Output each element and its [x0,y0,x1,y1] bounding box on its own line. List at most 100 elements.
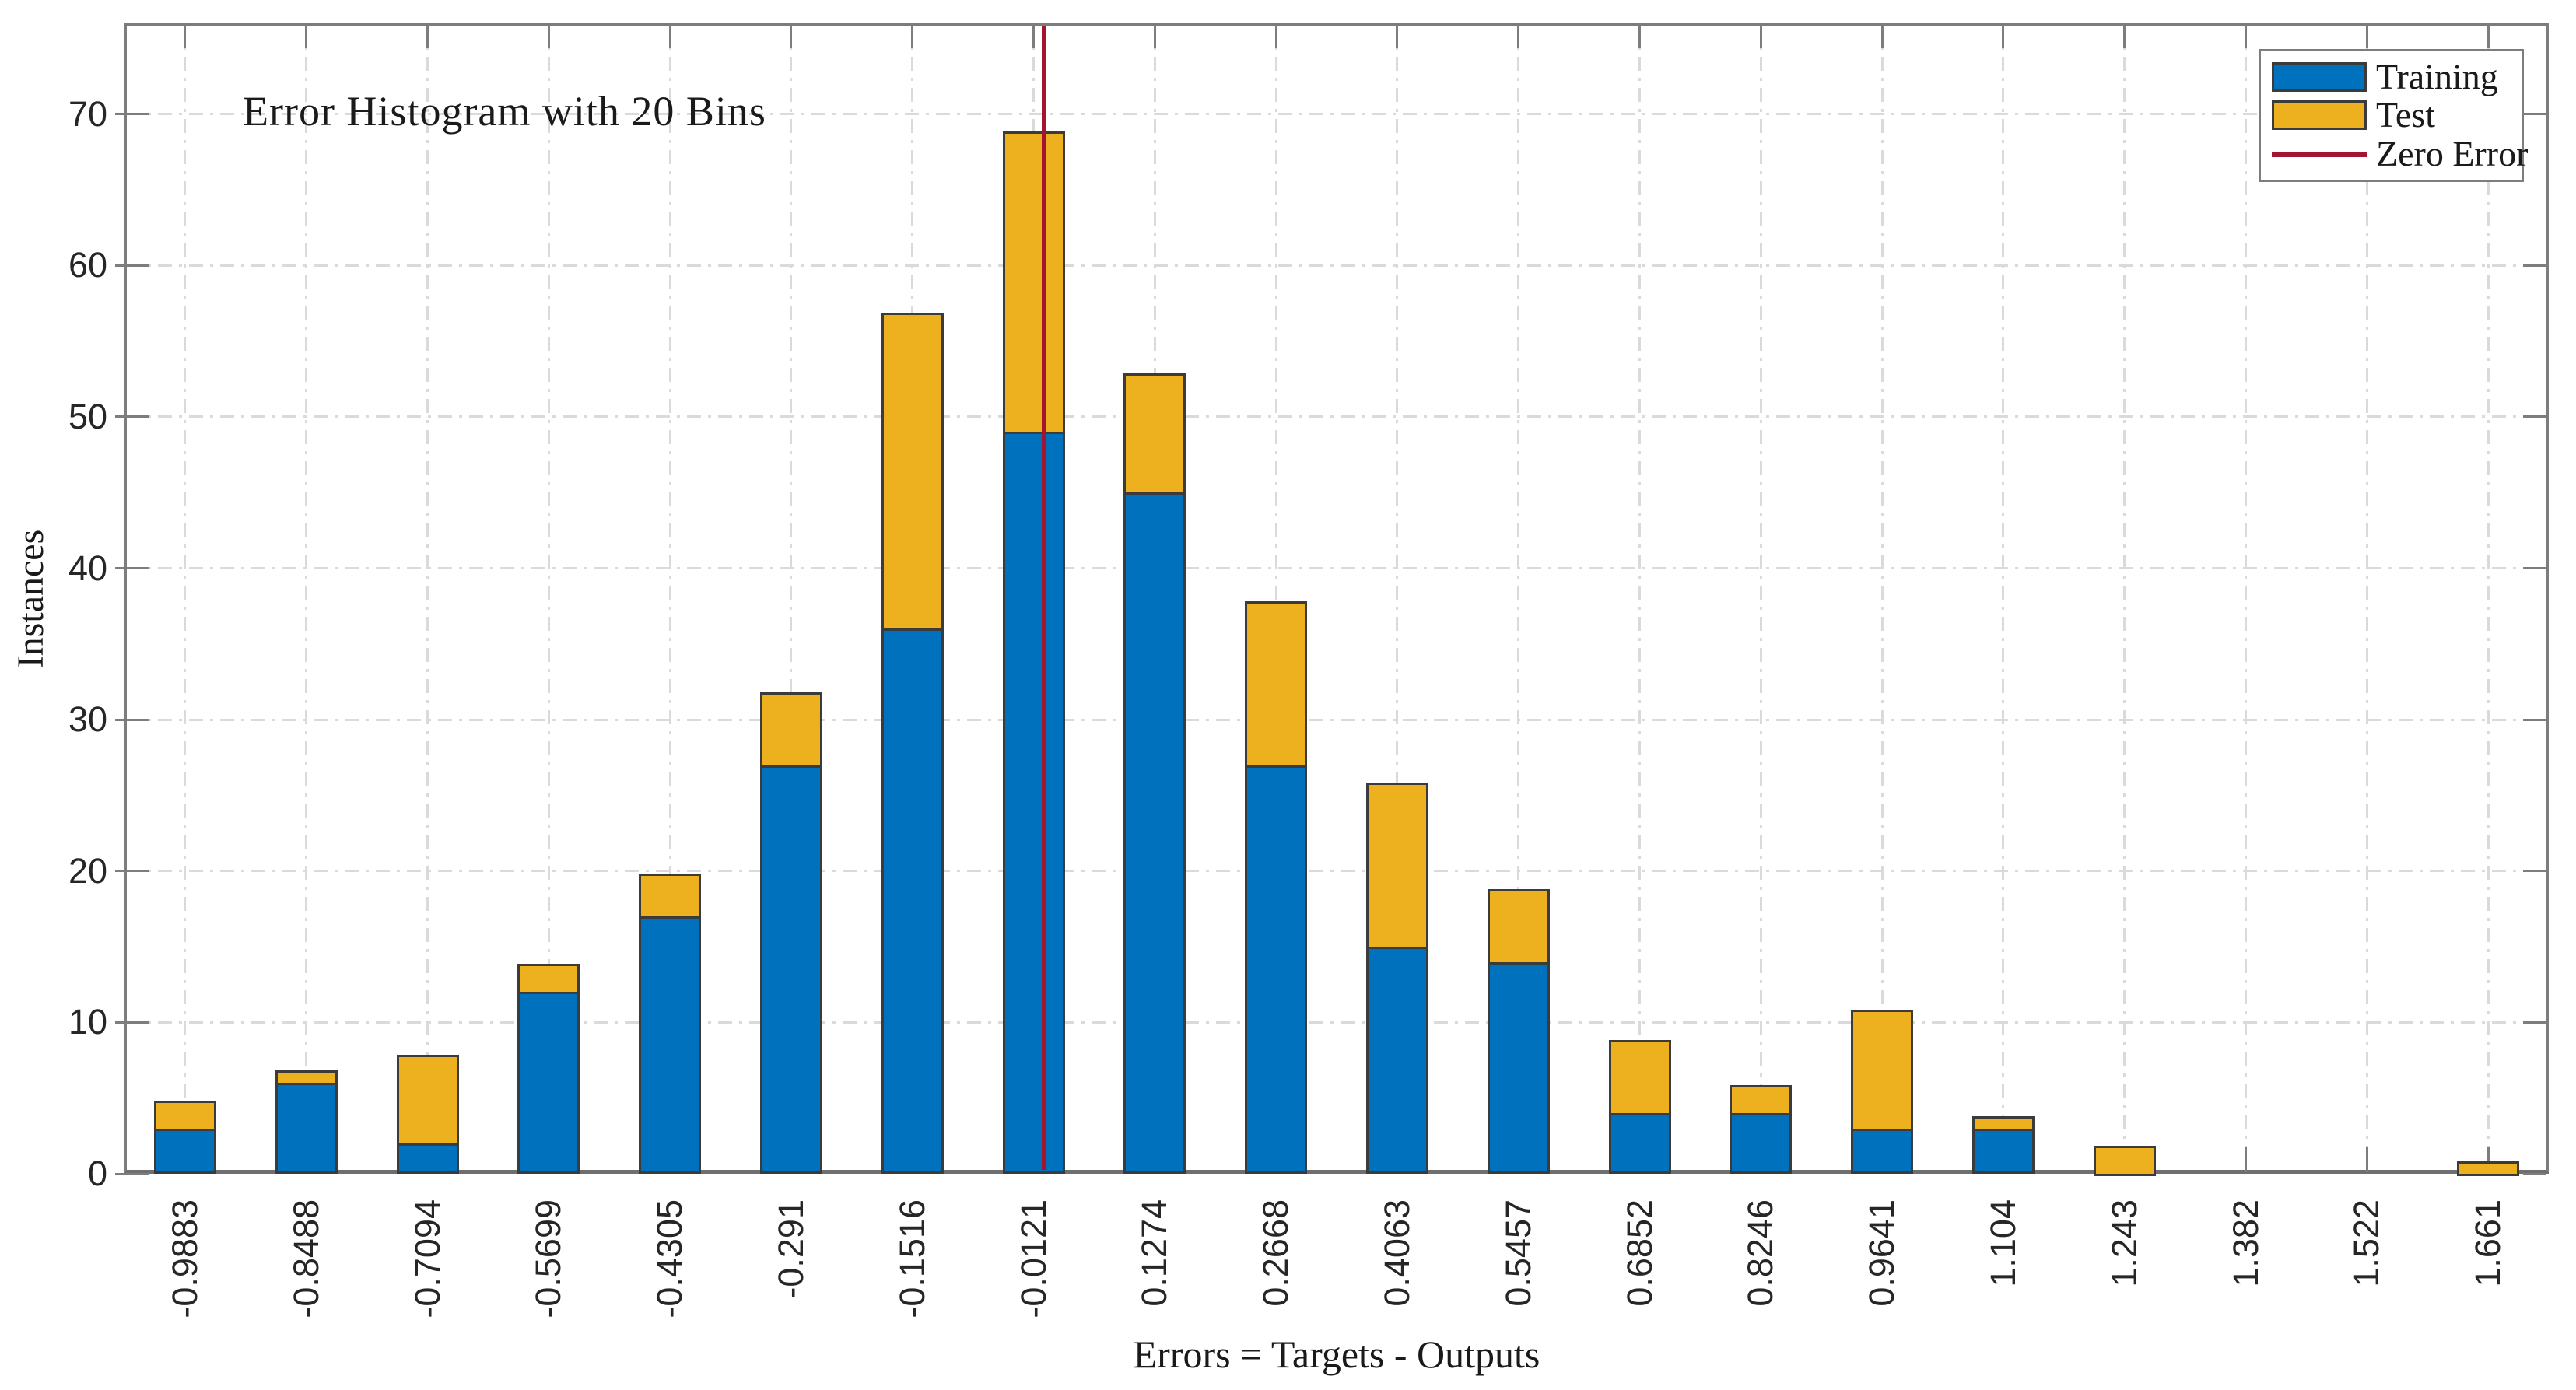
y-tick-mark-right [2523,113,2546,116]
histogram-bar [1245,594,1308,1174]
bar-segment-training [1487,962,1550,1174]
y-tick-label: 50 [68,396,107,436]
gridline-horizontal [127,415,2546,418]
x-tick-label: 0.6852 [1619,1199,1660,1307]
bar-segment-test [1245,601,1308,768]
bar-segment-training [275,1083,338,1174]
histogram-bar [759,685,822,1174]
x-tick-label: 0.5457 [1498,1199,1538,1307]
y-tick-label: 70 [68,93,107,134]
test-swatch [2272,100,2367,131]
gridline-vertical [1759,26,1762,1170]
gridline-vertical [2002,26,2005,1170]
y-tick-mark-left [115,1172,149,1175]
gridline-vertical [1638,26,1641,1170]
gridline-horizontal [127,870,2546,873]
gridline-vertical [1274,26,1277,1170]
y-tick-mark-left [115,415,149,418]
bar-segment-training [517,992,580,1174]
x-tick-mark-top [1638,23,1641,48]
bar-segment-test [881,313,944,631]
x-tick-mark-top [1880,23,1884,48]
histogram-bar [881,307,944,1174]
x-tick-mark-bottom [2365,1147,2368,1172]
bar-segment-training [1123,492,1186,1174]
x-tick-label: 0.1274 [1134,1199,1175,1307]
gridline-vertical [426,26,429,1170]
x-tick-label: 1.661 [2468,1199,2508,1287]
y-tick-mark-left [115,718,149,721]
histogram-bar [1365,776,1428,1174]
legend-label-test: Test [2376,95,2435,135]
chart-title: Error Histogram with 20 Bins [243,88,766,135]
x-tick-mark-top [1396,23,1399,48]
x-tick-mark-bottom [2487,1147,2490,1172]
x-tick-label: 1.243 [2104,1199,2144,1287]
bar-segment-test [396,1055,459,1146]
plot-area [124,23,2549,1174]
x-tick-label: -0.5699 [528,1199,569,1318]
gridline-vertical [547,26,550,1170]
x-tick-mark-top [305,23,308,48]
x-tick-mark-top [184,23,187,48]
gridline-vertical [305,26,308,1170]
x-tick-mark-top [1032,23,1035,48]
gridline-horizontal [127,1021,2546,1024]
bar-segment-test [517,964,580,994]
x-tick-mark-top [668,23,671,48]
x-tick-mark-top [790,23,793,48]
zero-error-line-swatch [2272,151,2367,157]
x-tick-mark-bottom [2245,1147,2247,1172]
x-tick-label: -0.7094 [407,1199,447,1318]
legend: Training Test Zero Error [2259,49,2528,182]
histogram-bar [1002,125,1065,1174]
y-tick-label: 20 [68,850,107,891]
bar-segment-test [1851,1010,1914,1131]
histogram-bar [396,1049,459,1174]
bar-segment-test [153,1101,216,1131]
bar-segment-test [759,692,822,768]
y-tick-label: 60 [68,245,107,285]
bar-segment-training [1245,765,1308,1174]
gridline-horizontal [127,567,2546,570]
y-tick-mark-right [2523,415,2546,418]
x-tick-label: 1.104 [1982,1199,2023,1287]
x-tick-label: -0.291 [770,1199,811,1299]
x-tick-label: 0.2668 [1256,1199,1296,1307]
bar-segment-training [1365,947,1428,1174]
bar-segment-test [639,874,702,919]
y-tick-mark-left [115,870,149,873]
legend-label-zero-error: Zero Error [2376,134,2529,174]
histogram-bar [517,958,580,1174]
x-tick-label: -0.9883 [164,1199,205,1318]
x-tick-mark-top [1759,23,1762,48]
histogram-bar [2093,1142,2156,1176]
y-tick-label: 30 [68,699,107,740]
x-tick-label: -0.8488 [286,1199,326,1318]
y-tick-label: 10 [68,1002,107,1042]
training-swatch [2272,61,2367,92]
bar-segment-test [1730,1085,1793,1115]
gridline-vertical [1396,26,1399,1170]
histogram-bar [1487,882,1550,1174]
legend-item-zero-error: Zero Error [2272,136,2528,172]
gridline-horizontal [127,113,2546,116]
y-tick-mark-right [2523,870,2546,873]
y-tick-label: 40 [68,548,107,588]
gridline-horizontal [127,718,2546,721]
x-tick-mark-top [2487,23,2490,48]
legend-item-training: Training [2272,58,2511,94]
histogram-bar [1123,368,1186,1174]
gridline-vertical [2245,26,2247,1170]
gridline-vertical [2365,26,2368,1170]
gridline-vertical [668,26,671,1170]
histogram-bar [153,1094,216,1174]
zero-error-line [1041,26,1046,1170]
histogram-bar [1730,1079,1793,1174]
bar-segment-training [1971,1129,2035,1174]
legend-item-test: Test [2272,95,2511,135]
x-tick-label: -0.0121 [1013,1199,1053,1318]
bar-segment-training [759,765,822,1174]
x-tick-mark-top [2123,23,2126,48]
gridline-vertical [184,26,187,1170]
